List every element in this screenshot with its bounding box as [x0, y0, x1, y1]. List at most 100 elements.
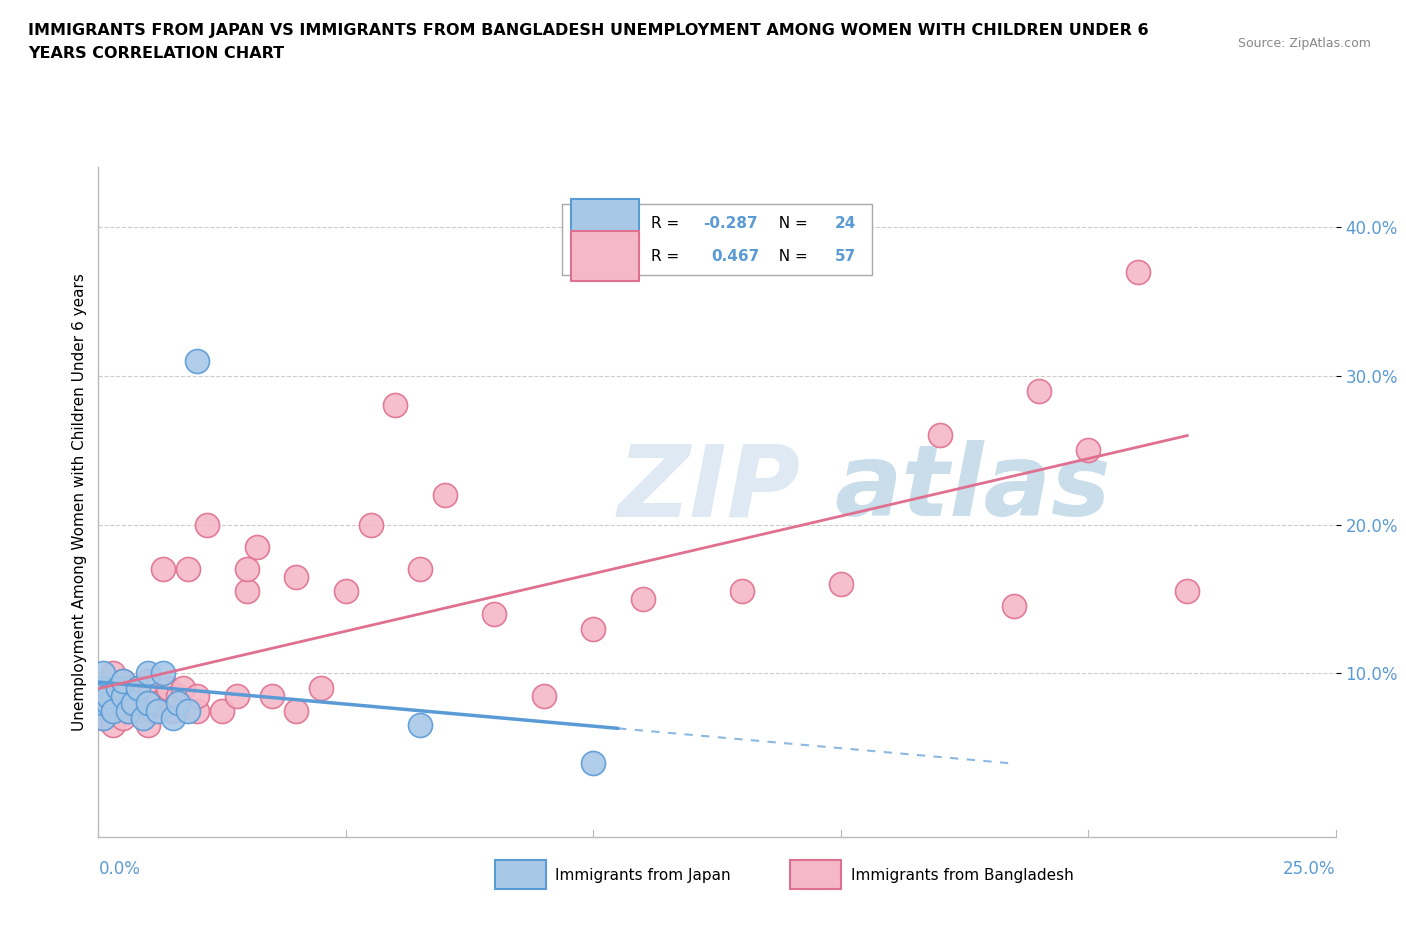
Point: [122, 696, 145, 711]
Point: [186, 353, 208, 368]
Point: [260, 688, 283, 703]
Point: [484, 606, 506, 621]
Point: [93, 711, 115, 725]
Point: [176, 703, 198, 718]
Text: N =: N =: [769, 217, 813, 232]
Point: [409, 562, 432, 577]
Point: [309, 681, 332, 696]
Point: [152, 666, 174, 681]
Text: YEARS CORRELATION CHART: YEARS CORRELATION CHART: [28, 46, 284, 61]
Point: [186, 703, 208, 718]
Point: [156, 681, 179, 696]
Point: [136, 696, 159, 711]
Text: 0.467: 0.467: [711, 248, 759, 264]
FancyBboxPatch shape: [571, 232, 640, 282]
Point: [246, 539, 269, 554]
Text: R =: R =: [651, 217, 685, 232]
Point: [172, 681, 194, 696]
Point: [97, 681, 120, 696]
Point: [731, 584, 754, 599]
Text: 25.0%: 25.0%: [1284, 860, 1336, 878]
Point: [533, 688, 555, 703]
Point: [146, 696, 169, 711]
Point: [112, 673, 135, 688]
Point: [112, 711, 135, 725]
Point: [166, 688, 188, 703]
Text: Source: ZipAtlas.com: Source: ZipAtlas.com: [1237, 37, 1371, 50]
Point: [117, 681, 139, 696]
Point: [236, 562, 259, 577]
Point: [285, 703, 308, 718]
Point: [582, 755, 605, 770]
Point: [93, 681, 115, 696]
Text: 24: 24: [835, 217, 856, 232]
Point: [112, 673, 135, 688]
Point: [136, 673, 159, 688]
Point: [409, 718, 432, 733]
Point: [830, 577, 852, 591]
Point: [93, 666, 115, 681]
Text: 0.0%: 0.0%: [98, 860, 141, 878]
Point: [127, 681, 149, 696]
Point: [103, 666, 125, 681]
Point: [226, 688, 249, 703]
Point: [1175, 584, 1198, 599]
Point: [166, 696, 188, 711]
Point: [97, 703, 120, 718]
Point: [122, 696, 145, 711]
Point: [132, 696, 155, 711]
Point: [236, 584, 259, 599]
Point: [176, 562, 198, 577]
Point: [186, 688, 208, 703]
Point: [112, 688, 135, 703]
Point: [93, 711, 115, 725]
Text: Immigrants from Bangladesh: Immigrants from Bangladesh: [851, 868, 1073, 883]
Y-axis label: Unemployment Among Women with Children Under 6 years: Unemployment Among Women with Children U…: [72, 273, 87, 731]
Point: [136, 718, 159, 733]
Point: [1077, 443, 1099, 458]
Point: [1002, 599, 1025, 614]
Text: IMMIGRANTS FROM JAPAN VS IMMIGRANTS FROM BANGLADESH UNEMPLOYMENT AMONG WOMEN WIT: IMMIGRANTS FROM JAPAN VS IMMIGRANTS FROM…: [28, 23, 1149, 38]
Point: [127, 681, 149, 696]
Text: R =: R =: [651, 248, 689, 264]
Point: [97, 696, 120, 711]
Point: [433, 487, 456, 502]
Point: [195, 517, 218, 532]
Text: N =: N =: [769, 248, 813, 264]
Point: [142, 703, 165, 718]
Text: -0.287: -0.287: [703, 217, 758, 232]
Point: [93, 696, 115, 711]
Point: [112, 688, 135, 703]
Point: [360, 517, 382, 532]
Point: [127, 703, 149, 718]
Point: [162, 711, 184, 725]
Point: [107, 681, 129, 696]
Point: [335, 584, 357, 599]
Point: [285, 569, 308, 584]
Point: [93, 688, 115, 703]
Point: [152, 562, 174, 577]
Point: [107, 696, 129, 711]
Point: [211, 703, 233, 718]
Point: [117, 703, 139, 718]
FancyBboxPatch shape: [571, 199, 640, 249]
Point: [103, 696, 125, 711]
Text: atlas: atlas: [835, 440, 1111, 538]
Point: [928, 428, 950, 443]
Text: ZIP: ZIP: [619, 440, 801, 538]
Point: [631, 591, 654, 606]
Point: [1028, 383, 1050, 398]
Text: Immigrants from Japan: Immigrants from Japan: [555, 868, 731, 883]
Point: [162, 703, 184, 718]
Point: [146, 703, 169, 718]
Point: [103, 718, 125, 733]
FancyBboxPatch shape: [562, 205, 872, 274]
Point: [136, 666, 159, 681]
Point: [136, 696, 159, 711]
Point: [132, 711, 155, 725]
Point: [97, 688, 120, 703]
Point: [582, 621, 605, 636]
Text: 57: 57: [835, 248, 856, 264]
Point: [1126, 264, 1149, 279]
Point: [384, 398, 406, 413]
